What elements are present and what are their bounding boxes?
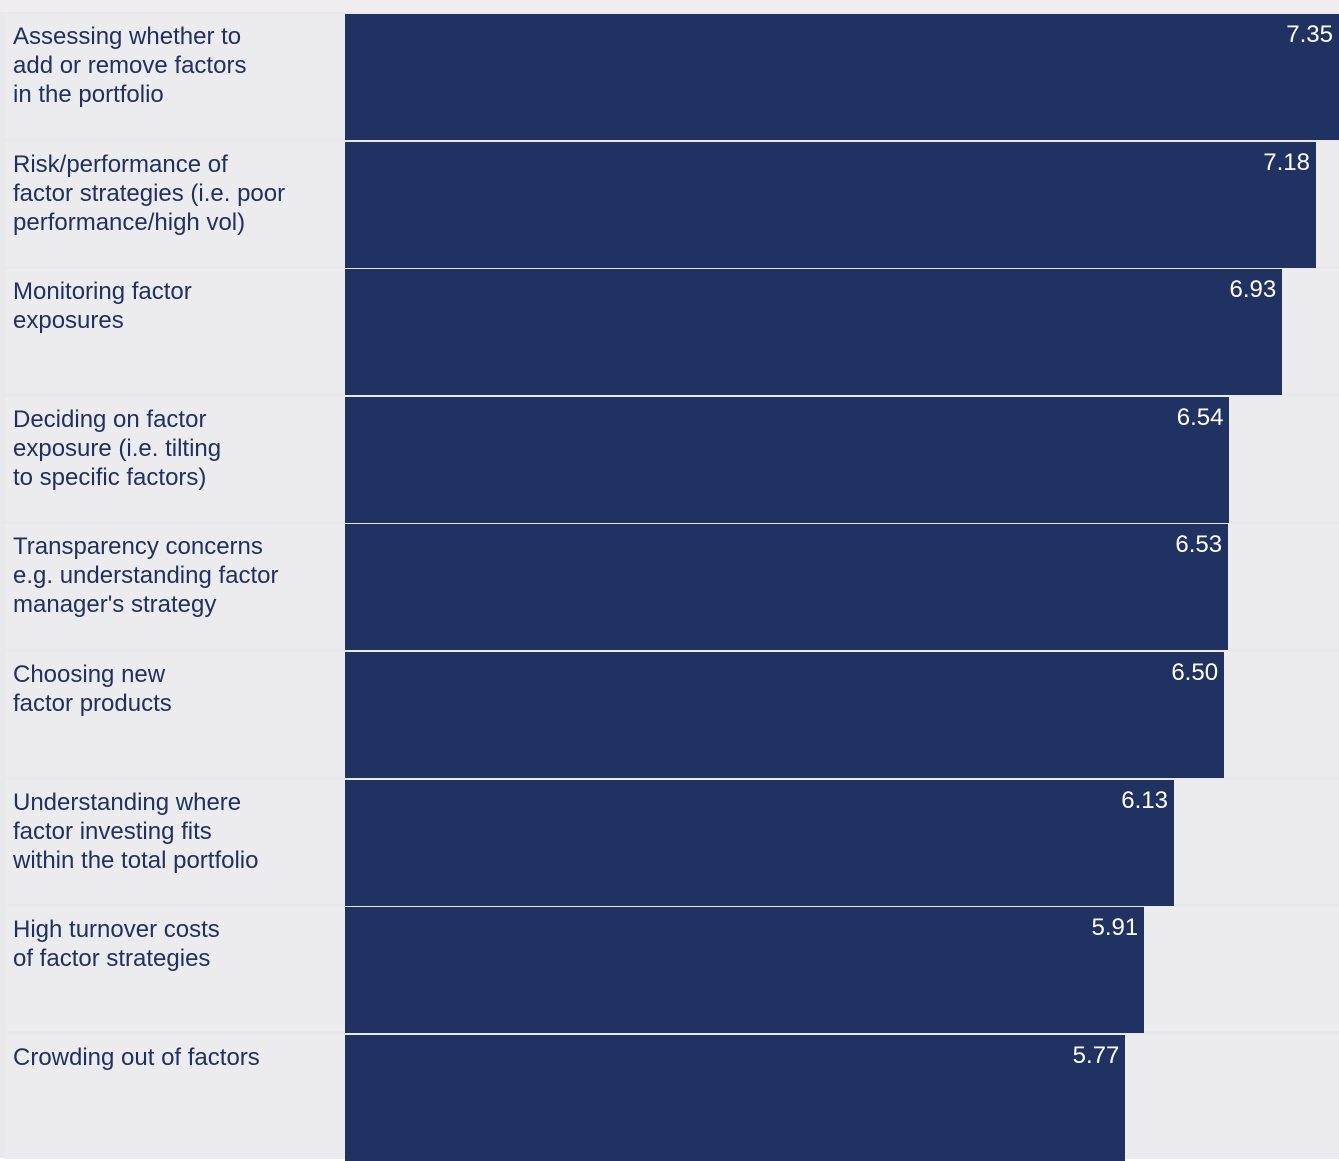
- bar: 7.18: [345, 141, 1316, 268]
- bar: 6.53: [345, 524, 1229, 651]
- category-label: Monitoring factor exposures: [13, 278, 192, 335]
- bar-value-label: 6.93: [1229, 276, 1277, 304]
- bar-value-label: 6.53: [1175, 531, 1223, 559]
- bar-value-label: 7.35: [1286, 21, 1333, 48]
- category-label: Risk/performance of factor strategies (i…: [13, 150, 286, 236]
- category-label: Deciding on factor exposure (i.e. tiltin…: [13, 405, 222, 491]
- category-label: Transparency concerns e.g. understanding…: [13, 533, 279, 619]
- bar: 6.50: [345, 652, 1225, 778]
- category-label: Choosing new factor products: [13, 661, 172, 717]
- bar: 5.91: [345, 907, 1145, 1034]
- bar: 5.77: [345, 1034, 1126, 1161]
- bar-value-label: 6.13: [1121, 786, 1168, 814]
- bar-value-label: 6.50: [1171, 659, 1219, 686]
- bar-value-label: 5.77: [1072, 1041, 1120, 1069]
- bar-value-label: 5.91: [1091, 914, 1139, 942]
- bar-value-label: 7.18: [1263, 148, 1310, 176]
- bar: 6.13: [345, 779, 1174, 906]
- bar: 6.93: [345, 269, 1283, 396]
- category-label: Assessing whether to add or remove facto…: [13, 23, 247, 108]
- category-label: Crowding out of factors: [13, 1043, 260, 1071]
- chart-top-strip: [0, 0, 1339, 12]
- category-label: High turnover costs of factor strategies: [13, 916, 220, 973]
- bar: 7.35: [345, 14, 1339, 140]
- category-label: Understanding where factor investing fit…: [13, 788, 259, 874]
- bar-value-label: 6.54: [1176, 403, 1224, 431]
- bar: 6.54: [345, 396, 1230, 523]
